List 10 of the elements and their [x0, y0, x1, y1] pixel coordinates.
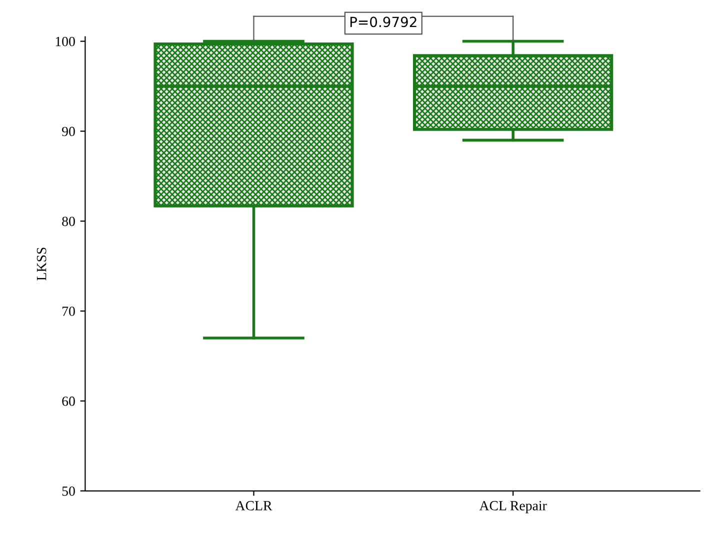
y-tick-label: 90 — [62, 126, 75, 136]
x-tick-label: ACLR — [235, 501, 272, 510]
y-tick-label: 80 — [62, 216, 75, 226]
y-axis-title: LKSS — [36, 248, 46, 280]
x-tick-label: ACL Repair — [479, 501, 547, 514]
y-tick-label: 50 — [62, 486, 75, 496]
y-tick-label: 100 — [56, 36, 75, 46]
text: P=0.9792 — [350, 16, 416, 28]
y-tick-label: 60 — [62, 396, 75, 406]
y-tick-label: 70 — [62, 306, 75, 316]
